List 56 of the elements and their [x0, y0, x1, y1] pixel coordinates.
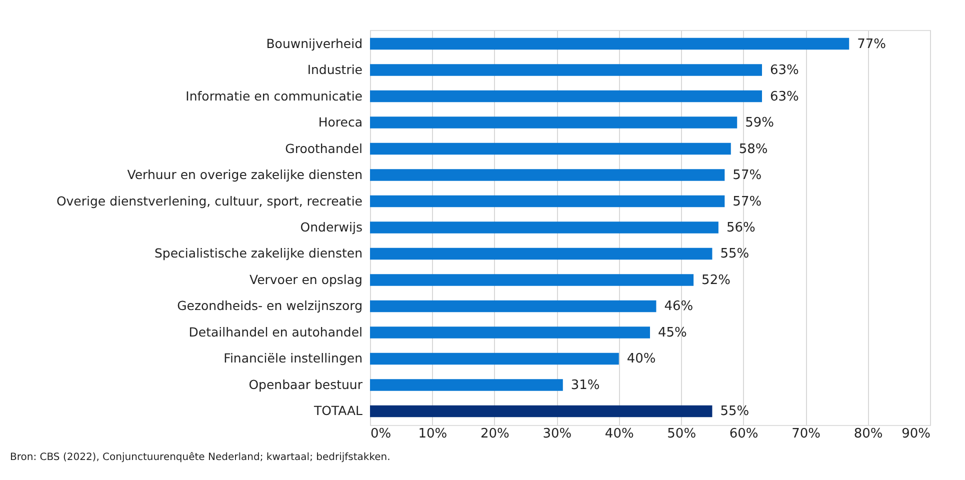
- bar: [370, 379, 563, 391]
- bar: [370, 169, 725, 181]
- y-tick-label: TOTAAL: [312, 403, 363, 418]
- x-tick-label: 40%: [604, 426, 634, 442]
- bar: [370, 38, 850, 50]
- y-tick-label: Groothandel: [285, 140, 362, 156]
- y-tick-label: Onderwijs: [300, 220, 362, 234]
- bar: [370, 142, 731, 155]
- x-tick-label: 10%: [418, 426, 448, 442]
- bar: [370, 300, 656, 312]
- x-tick-label: 50%: [667, 426, 696, 442]
- y-tick-label: Detailhandel en autohandel: [188, 324, 362, 340]
- data-label: 57%: [732, 194, 762, 210]
- x-tick-label: 20%: [480, 426, 510, 442]
- y-tick-label: Specialistische zakelijke diensten: [154, 246, 362, 261]
- bar: [370, 352, 619, 365]
- data-label: 46%: [664, 299, 694, 314]
- data-label: 77%: [857, 36, 886, 52]
- y-tick-label: Financiële instellingen: [224, 350, 362, 366]
- data-label: 63%: [770, 89, 799, 104]
- bar: [370, 248, 712, 260]
- x-tick-label: 90%: [902, 426, 930, 442]
- x-tick-label: 80%: [854, 426, 883, 442]
- data-label: 58%: [738, 142, 768, 157]
- data-label: 57%: [732, 168, 762, 184]
- y-tick-label: Bouwnijverheid: [266, 36, 362, 51]
- y-tick-label: Informatie en communicatie: [186, 88, 363, 104]
- data-label: 52%: [702, 272, 730, 288]
- bar: [370, 326, 650, 338]
- x-tick-label: 70%: [792, 426, 821, 442]
- y-tick-label: Vervoer en opslag: [249, 272, 362, 287]
- bar: [370, 274, 694, 286]
- bar: [370, 405, 712, 418]
- x-tick-label: 30%: [542, 426, 572, 442]
- bar: [370, 90, 762, 102]
- data-label: 59%: [745, 116, 774, 131]
- data-label: 63%: [770, 63, 799, 78]
- bar: [370, 195, 725, 208]
- y-tick-label: Horeca: [318, 114, 362, 130]
- y-tick-label: Verhuur en overige zakelijke diensten: [127, 167, 362, 182]
- data-label: 45%: [658, 325, 687, 340]
- bar: [370, 64, 762, 76]
- y-tick-label: Industrie: [307, 62, 363, 78]
- bar: [370, 116, 738, 128]
- data-label: 56%: [726, 220, 756, 236]
- y-tick-label: Gezondheids- en welzijnszorg: [177, 298, 362, 314]
- y-tick-label: Overige dienstverlening, cultuur, sport, recreatie: [56, 193, 363, 208]
- data-label: 40%: [626, 352, 656, 367]
- y-tick-label: Openbaar bestuur: [248, 376, 364, 392]
- bar: [370, 222, 718, 234]
- text: Bron: CBS (2022), Conjunctuurenquête Nederland; kwartaal; bedrijfstakken.: [10, 452, 390, 463]
- x-tick-label: 60%: [729, 426, 758, 442]
- data-label: 31%: [570, 378, 600, 393]
- data-label: 55%: [720, 404, 750, 420]
- x-tick-label: 0%: [370, 426, 392, 442]
- data-label: 55%: [720, 246, 750, 262]
